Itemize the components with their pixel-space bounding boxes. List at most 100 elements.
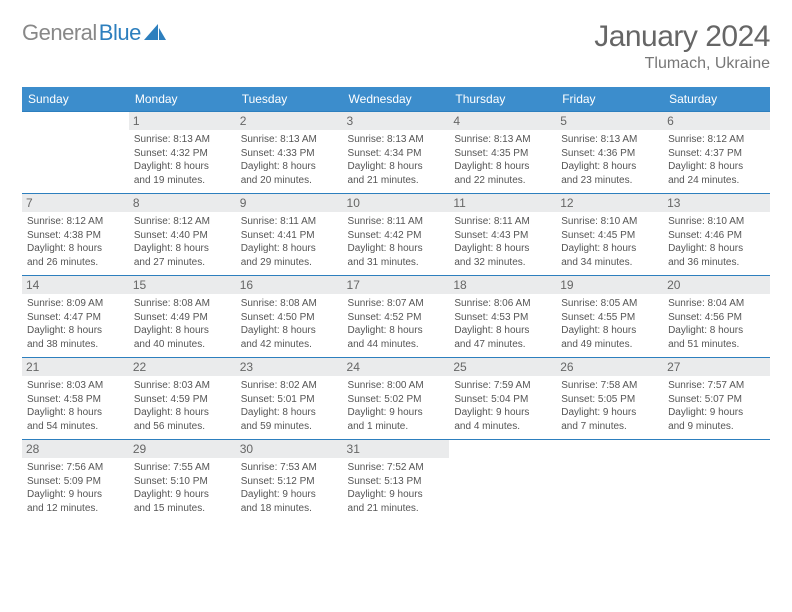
daylight-text-2: and 51 minutes. bbox=[668, 338, 765, 352]
daylight-text-2: and 15 minutes. bbox=[134, 502, 231, 516]
sunset-text: Sunset: 5:12 PM bbox=[241, 475, 338, 489]
sunset-text: Sunset: 4:53 PM bbox=[454, 311, 551, 325]
calendar-week-row: 28Sunrise: 7:56 AMSunset: 5:09 PMDayligh… bbox=[22, 440, 770, 522]
daylight-text-2: and 27 minutes. bbox=[134, 256, 231, 270]
day-details: Sunrise: 8:12 AMSunset: 4:37 PMDaylight:… bbox=[668, 133, 765, 187]
calendar-day-cell: 9Sunrise: 8:11 AMSunset: 4:41 PMDaylight… bbox=[236, 194, 343, 276]
sunrise-text: Sunrise: 8:13 AM bbox=[241, 133, 338, 147]
sunset-text: Sunset: 4:55 PM bbox=[561, 311, 658, 325]
sunrise-text: Sunrise: 7:53 AM bbox=[241, 461, 338, 475]
day-number: 13 bbox=[663, 194, 770, 212]
day-number: 14 bbox=[22, 276, 129, 294]
daylight-text-1: Daylight: 8 hours bbox=[348, 160, 445, 174]
sunset-text: Sunset: 4:58 PM bbox=[27, 393, 124, 407]
day-number: 16 bbox=[236, 276, 343, 294]
sunset-text: Sunset: 5:05 PM bbox=[561, 393, 658, 407]
sunrise-text: Sunrise: 8:11 AM bbox=[454, 215, 551, 229]
weekday-header: Tuesday bbox=[236, 87, 343, 112]
calendar-day-cell bbox=[556, 440, 663, 522]
sunset-text: Sunset: 5:04 PM bbox=[454, 393, 551, 407]
calendar-day-cell: 31Sunrise: 7:52 AMSunset: 5:13 PMDayligh… bbox=[343, 440, 450, 522]
day-details: Sunrise: 8:03 AMSunset: 4:58 PMDaylight:… bbox=[27, 379, 124, 433]
daylight-text-2: and 23 minutes. bbox=[561, 174, 658, 188]
sunrise-text: Sunrise: 8:12 AM bbox=[27, 215, 124, 229]
daylight-text-1: Daylight: 8 hours bbox=[668, 242, 765, 256]
calendar-day-cell bbox=[449, 440, 556, 522]
logo: GeneralBlue bbox=[22, 20, 166, 46]
sunset-text: Sunset: 4:36 PM bbox=[561, 147, 658, 161]
calendar-day-cell: 28 Sunrise: 7:56 AMSunset: 5:09 PMDayligh… bbox=[22, 440, 129, 522]
calendar-day-cell: 23Sunrise: 8:02 AMSunset: 5:01 PMDayligh… bbox=[236, 358, 343, 440]
day-details: Sunrise: 8:00 AMSunset: 5:02 PMDaylight:… bbox=[348, 379, 445, 433]
daylight-text-2: and 18 minutes. bbox=[241, 502, 338, 516]
day-number: 20 bbox=[663, 276, 770, 294]
day-details: Sunrise: 8:12 AMSunset: 4:40 PMDaylight:… bbox=[134, 215, 231, 269]
location: Tlumach, Ukraine bbox=[594, 55, 770, 73]
day-details: Sunrise: 8:08 AMSunset: 4:50 PMDaylight:… bbox=[241, 297, 338, 351]
sunset-text: Sunset: 5:09 PM bbox=[27, 475, 124, 489]
daylight-text-1: Daylight: 8 hours bbox=[454, 324, 551, 338]
calendar-day-cell: 1Sunrise: 8:13 AMSunset: 4:32 PMDaylight… bbox=[129, 112, 236, 194]
weekday-header: Friday bbox=[556, 87, 663, 112]
weekday-header: Sunday bbox=[22, 87, 129, 112]
sunrise-text: Sunrise: 8:07 AM bbox=[348, 297, 445, 311]
sunrise-text: Sunrise: 7:52 AM bbox=[348, 461, 445, 475]
daylight-text-1: Daylight: 9 hours bbox=[561, 406, 658, 420]
daylight-text-1: Daylight: 9 hours bbox=[348, 406, 445, 420]
day-number: 21 bbox=[22, 358, 129, 376]
daylight-text-1: Daylight: 9 hours bbox=[27, 488, 124, 502]
day-number: 4 bbox=[449, 112, 556, 130]
calendar-day-cell: 13 Sunrise: 8:10 AMSunset: 4:46 PMDayligh… bbox=[663, 194, 770, 276]
header: GeneralBlue January 2024 Tlumach, Ukrain… bbox=[22, 20, 770, 73]
calendar-day-cell bbox=[663, 440, 770, 522]
day-number: 12 bbox=[556, 194, 663, 212]
sunset-text: Sunset: 4:38 PM bbox=[27, 229, 124, 243]
daylight-text-2: and 31 minutes. bbox=[348, 256, 445, 270]
calendar-day-cell bbox=[22, 112, 129, 194]
day-number: 26 bbox=[556, 358, 663, 376]
day-number: 11 bbox=[449, 194, 556, 212]
calendar-day-cell: 15Sunrise: 8:08 AMSunset: 4:49 PMDayligh… bbox=[129, 276, 236, 358]
day-details: Sunrise: 7:59 AMSunset: 5:04 PMDaylight:… bbox=[454, 379, 551, 433]
day-number: 15 bbox=[129, 276, 236, 294]
daylight-text-2: and 36 minutes. bbox=[668, 256, 765, 270]
day-number: 3 bbox=[343, 112, 450, 130]
daylight-text-2: and 32 minutes. bbox=[454, 256, 551, 270]
daylight-text-2: and 19 minutes. bbox=[134, 174, 231, 188]
calendar-week-row: 21Sunrise: 8:03 AMSunset: 4:58 PMDayligh… bbox=[22, 358, 770, 440]
sunrise-text: Sunrise: 8:10 AM bbox=[668, 215, 765, 229]
day-number: 29 bbox=[129, 440, 236, 458]
sunset-text: Sunset: 4:32 PM bbox=[134, 147, 231, 161]
day-number: 1 bbox=[129, 112, 236, 130]
daylight-text-1: Daylight: 8 hours bbox=[561, 242, 658, 256]
sunrise-text: Sunrise: 8:03 AM bbox=[27, 379, 124, 393]
day-number: 22 bbox=[129, 358, 236, 376]
daylight-text-1: Daylight: 9 hours bbox=[348, 488, 445, 502]
day-details: Sunrise: 8:11 AMSunset: 4:41 PMDaylight:… bbox=[241, 215, 338, 269]
weekday-header: Saturday bbox=[663, 87, 770, 112]
sunrise-text: Sunrise: 7:56 AM bbox=[27, 461, 124, 475]
sunrise-text: Sunrise: 8:13 AM bbox=[348, 133, 445, 147]
daylight-text-2: and 59 minutes. bbox=[241, 420, 338, 434]
sunrise-text: Sunrise: 8:02 AM bbox=[241, 379, 338, 393]
sunrise-text: Sunrise: 8:10 AM bbox=[561, 215, 658, 229]
day-details: Sunrise: 7:52 AMSunset: 5:13 PMDaylight:… bbox=[348, 461, 445, 515]
calendar-day-cell: 3Sunrise: 8:13 AMSunset: 4:34 PMDaylight… bbox=[343, 112, 450, 194]
day-details: Sunrise: 8:10 AMSunset: 4:46 PMDaylight:… bbox=[668, 215, 765, 269]
calendar-day-cell: 6Sunrise: 8:12 AMSunset: 4:37 PMDaylight… bbox=[663, 112, 770, 194]
day-number: 28 bbox=[22, 440, 129, 458]
sunrise-text: Sunrise: 8:09 AM bbox=[27, 297, 124, 311]
calendar-day-cell: 14Sunrise: 8:09 AMSunset: 4:47 PMDayligh… bbox=[22, 276, 129, 358]
calendar-day-cell: 22Sunrise: 8:03 AMSunset: 4:59 PMDayligh… bbox=[129, 358, 236, 440]
day-details: Sunrise: 7:56 AMSunset: 5:09 PMDaylight:… bbox=[27, 461, 124, 515]
sunrise-text: Sunrise: 8:13 AM bbox=[134, 133, 231, 147]
sunset-text: Sunset: 4:56 PM bbox=[668, 311, 765, 325]
sunset-text: Sunset: 4:49 PM bbox=[134, 311, 231, 325]
day-number: 8 bbox=[129, 194, 236, 212]
sunset-text: Sunset: 5:13 PM bbox=[348, 475, 445, 489]
calendar-week-row: 1Sunrise: 8:13 AMSunset: 4:32 PMDaylight… bbox=[22, 112, 770, 194]
daylight-text-2: and 21 minutes. bbox=[348, 174, 445, 188]
day-number: 2 bbox=[236, 112, 343, 130]
calendar-day-cell: 17Sunrise: 8:07 AMSunset: 4:52 PMDayligh… bbox=[343, 276, 450, 358]
daylight-text-1: Daylight: 9 hours bbox=[668, 406, 765, 420]
